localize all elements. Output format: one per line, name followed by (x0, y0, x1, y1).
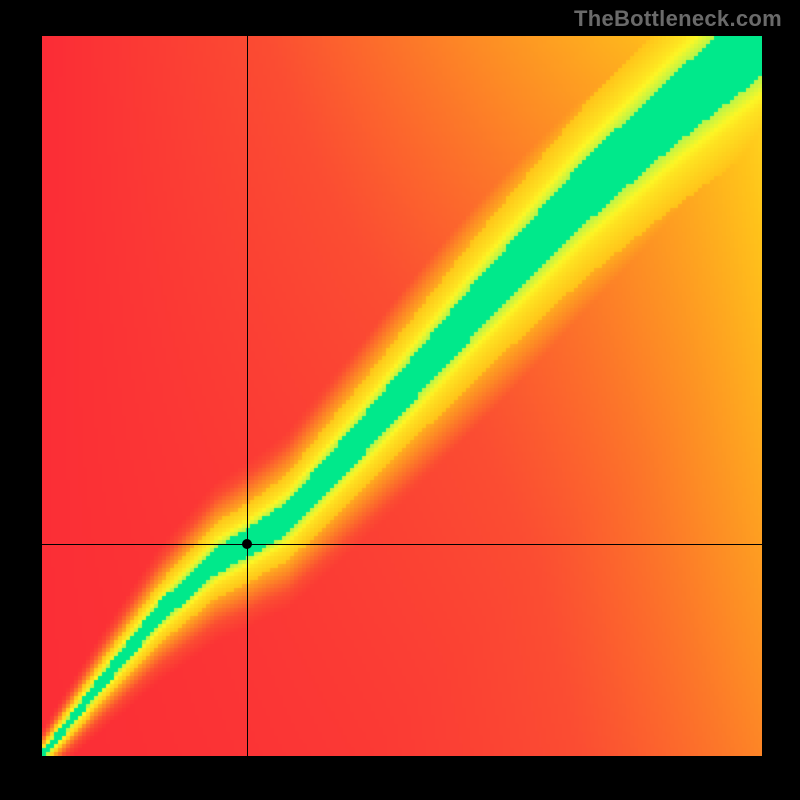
data-point-marker (242, 539, 252, 549)
chart-container: TheBottleneck.com (0, 0, 800, 800)
heatmap-canvas (42, 36, 762, 756)
plot-area (42, 36, 762, 756)
crosshair-horizontal (42, 544, 762, 545)
watermark-text: TheBottleneck.com (574, 6, 782, 32)
crosshair-vertical (247, 36, 248, 756)
